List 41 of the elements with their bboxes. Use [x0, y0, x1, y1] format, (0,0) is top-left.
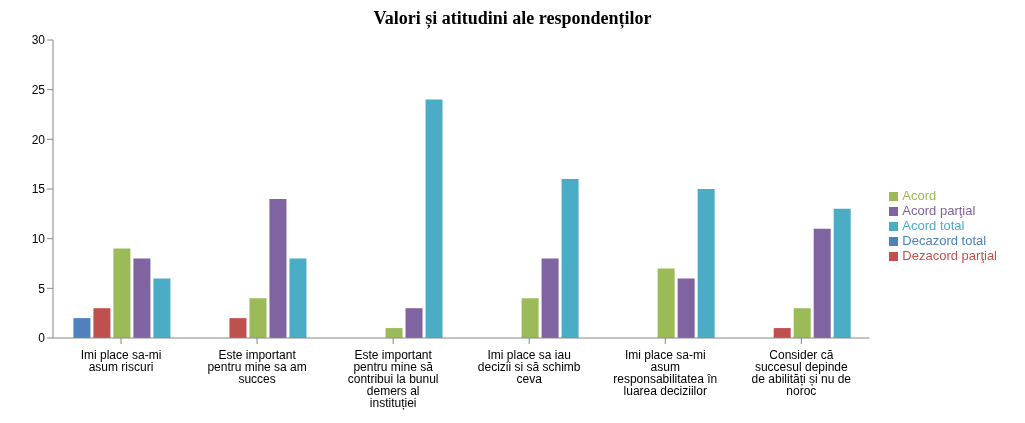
y-tick-label: 0 — [38, 331, 46, 346]
y-tick-label: 10 — [31, 231, 46, 246]
bar — [657, 268, 675, 338]
bar — [229, 318, 247, 338]
y-tick-label: 20 — [31, 132, 46, 147]
bar — [833, 208, 851, 338]
x-tick-label: Este important pentru mine să contribui la bunul demers al instituției — [347, 347, 439, 410]
bar — [269, 198, 287, 338]
y-tick-label: 30 — [31, 33, 46, 48]
bar — [93, 308, 111, 338]
legend-label: Acord — [902, 187, 937, 203]
bar — [385, 328, 403, 338]
bar — [289, 258, 307, 338]
legend-label: Acord parţial — [902, 202, 976, 218]
chart-title: Valori și atitudini ale respondenților — [372, 8, 653, 30]
bar — [405, 308, 423, 338]
x-tick-label: Consider că succesul depinde de abilități și nu de noroc — [751, 347, 852, 398]
bar — [521, 298, 539, 338]
bar — [813, 228, 831, 338]
bar — [773, 328, 791, 338]
y-tick-label: 15 — [31, 182, 46, 197]
y-tick-label: 5 — [38, 281, 46, 296]
x-tick-label: Imi place sa-mi asum riscuri — [80, 347, 162, 374]
x-tick-label: Este important pentru mine sa am succes — [207, 347, 307, 386]
y-tick-label: 25 — [31, 82, 46, 97]
x-tick-label: Imi place sa iau decizii si să schimb ceva — [477, 347, 581, 386]
bar — [249, 298, 267, 338]
bar — [133, 258, 151, 338]
bar — [541, 258, 559, 338]
legend-label: Decazord total — [902, 232, 987, 248]
bar — [113, 248, 131, 338]
x-tick-label: Imi place sa-mi asum responsabilitatea în luarea deciziilor — [613, 347, 718, 398]
bar — [793, 308, 811, 338]
bar — [677, 278, 695, 338]
bar — [425, 99, 443, 338]
bar — [561, 179, 579, 338]
bar — [697, 189, 715, 338]
legend-label: Acord total — [902, 217, 965, 233]
legend-label: Dezacord parţial — [902, 247, 997, 263]
bar — [153, 278, 171, 338]
bar — [73, 318, 91, 338]
